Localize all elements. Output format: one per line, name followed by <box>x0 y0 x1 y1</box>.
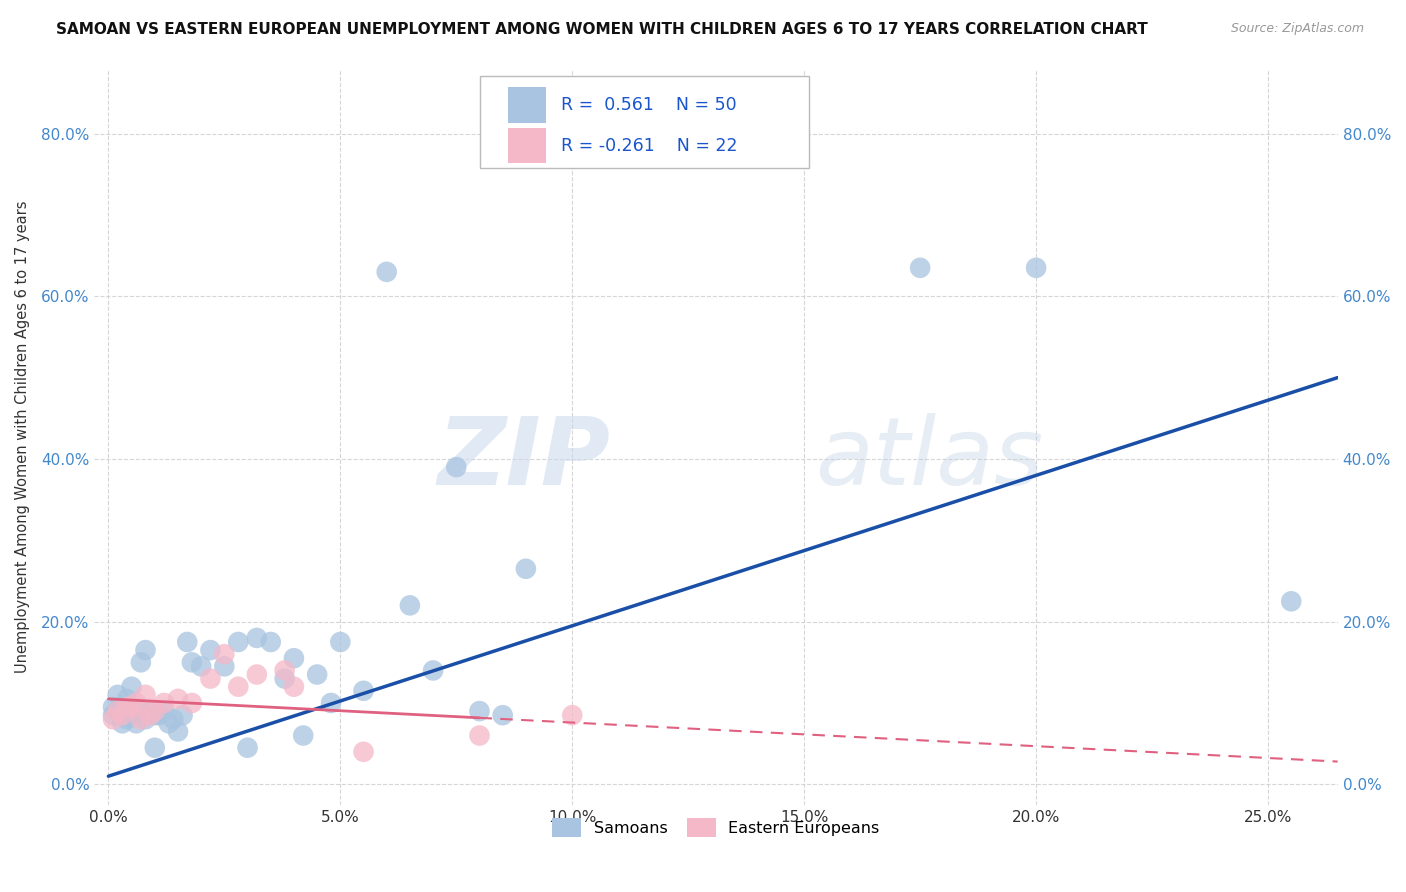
Point <box>908 260 931 275</box>
Point <box>139 704 162 718</box>
Point <box>260 635 283 649</box>
Point <box>292 729 315 743</box>
Point <box>107 704 129 718</box>
Point <box>353 745 375 759</box>
Point <box>307 667 329 681</box>
Point <box>246 631 269 645</box>
Point <box>125 696 148 710</box>
Point <box>121 680 143 694</box>
Text: atlas: atlas <box>815 413 1043 504</box>
Point <box>190 659 212 673</box>
Point <box>134 643 156 657</box>
Point <box>101 708 124 723</box>
Point <box>226 680 249 694</box>
Point <box>422 664 444 678</box>
Legend: Samoans, Eastern Europeans: Samoans, Eastern Europeans <box>544 810 887 845</box>
Point <box>176 635 198 649</box>
Point <box>283 680 305 694</box>
Point <box>134 688 156 702</box>
Text: R = -0.261    N = 22: R = -0.261 N = 22 <box>561 136 737 154</box>
Point <box>111 708 134 723</box>
Point <box>399 599 422 613</box>
Point <box>200 643 222 657</box>
Point <box>167 692 190 706</box>
Point <box>353 683 375 698</box>
Point <box>329 635 352 649</box>
Text: Source: ZipAtlas.com: Source: ZipAtlas.com <box>1230 22 1364 36</box>
Point <box>236 740 259 755</box>
FancyBboxPatch shape <box>509 128 546 163</box>
Point <box>200 672 222 686</box>
Point <box>214 659 236 673</box>
Point <box>148 708 170 723</box>
Point <box>107 704 129 718</box>
Point <box>446 460 468 475</box>
Point <box>172 708 194 723</box>
Text: R =  0.561    N = 50: R = 0.561 N = 50 <box>561 96 737 114</box>
Point <box>139 708 162 723</box>
Point <box>134 712 156 726</box>
Text: SAMOAN VS EASTERN EUROPEAN UNEMPLOYMENT AMONG WOMEN WITH CHILDREN AGES 6 TO 17 Y: SAMOAN VS EASTERN EUROPEAN UNEMPLOYMENT … <box>56 22 1147 37</box>
Point <box>468 729 491 743</box>
Point <box>115 700 138 714</box>
Point <box>492 708 515 723</box>
Text: ZIP: ZIP <box>437 413 610 505</box>
Point <box>375 265 398 279</box>
Point <box>101 712 124 726</box>
Point <box>180 696 202 710</box>
Point <box>129 656 152 670</box>
Point <box>1025 260 1047 275</box>
Point <box>129 712 152 726</box>
Point <box>111 716 134 731</box>
Point <box>101 700 124 714</box>
Point <box>319 696 342 710</box>
Point <box>468 704 491 718</box>
Point <box>1279 594 1302 608</box>
Point <box>273 664 295 678</box>
Point <box>157 716 180 731</box>
Point <box>121 708 143 723</box>
Point <box>167 724 190 739</box>
Point <box>143 708 166 723</box>
Point <box>273 672 295 686</box>
Point <box>121 700 143 714</box>
Y-axis label: Unemployment Among Women with Children Ages 6 to 17 years: Unemployment Among Women with Children A… <box>15 201 30 673</box>
FancyBboxPatch shape <box>479 76 810 168</box>
Point <box>115 712 138 726</box>
Point <box>143 704 166 718</box>
Point <box>162 712 184 726</box>
Point <box>129 704 152 718</box>
Point <box>180 656 202 670</box>
Point <box>153 704 176 718</box>
Point <box>115 692 138 706</box>
Point <box>125 716 148 731</box>
Point <box>561 708 583 723</box>
Point <box>226 635 249 649</box>
Point <box>214 647 236 661</box>
FancyBboxPatch shape <box>509 87 546 122</box>
Point <box>153 696 176 710</box>
Point <box>111 700 134 714</box>
Point <box>283 651 305 665</box>
Point <box>515 562 537 576</box>
Point <box>107 688 129 702</box>
Point <box>143 740 166 755</box>
Point <box>246 667 269 681</box>
